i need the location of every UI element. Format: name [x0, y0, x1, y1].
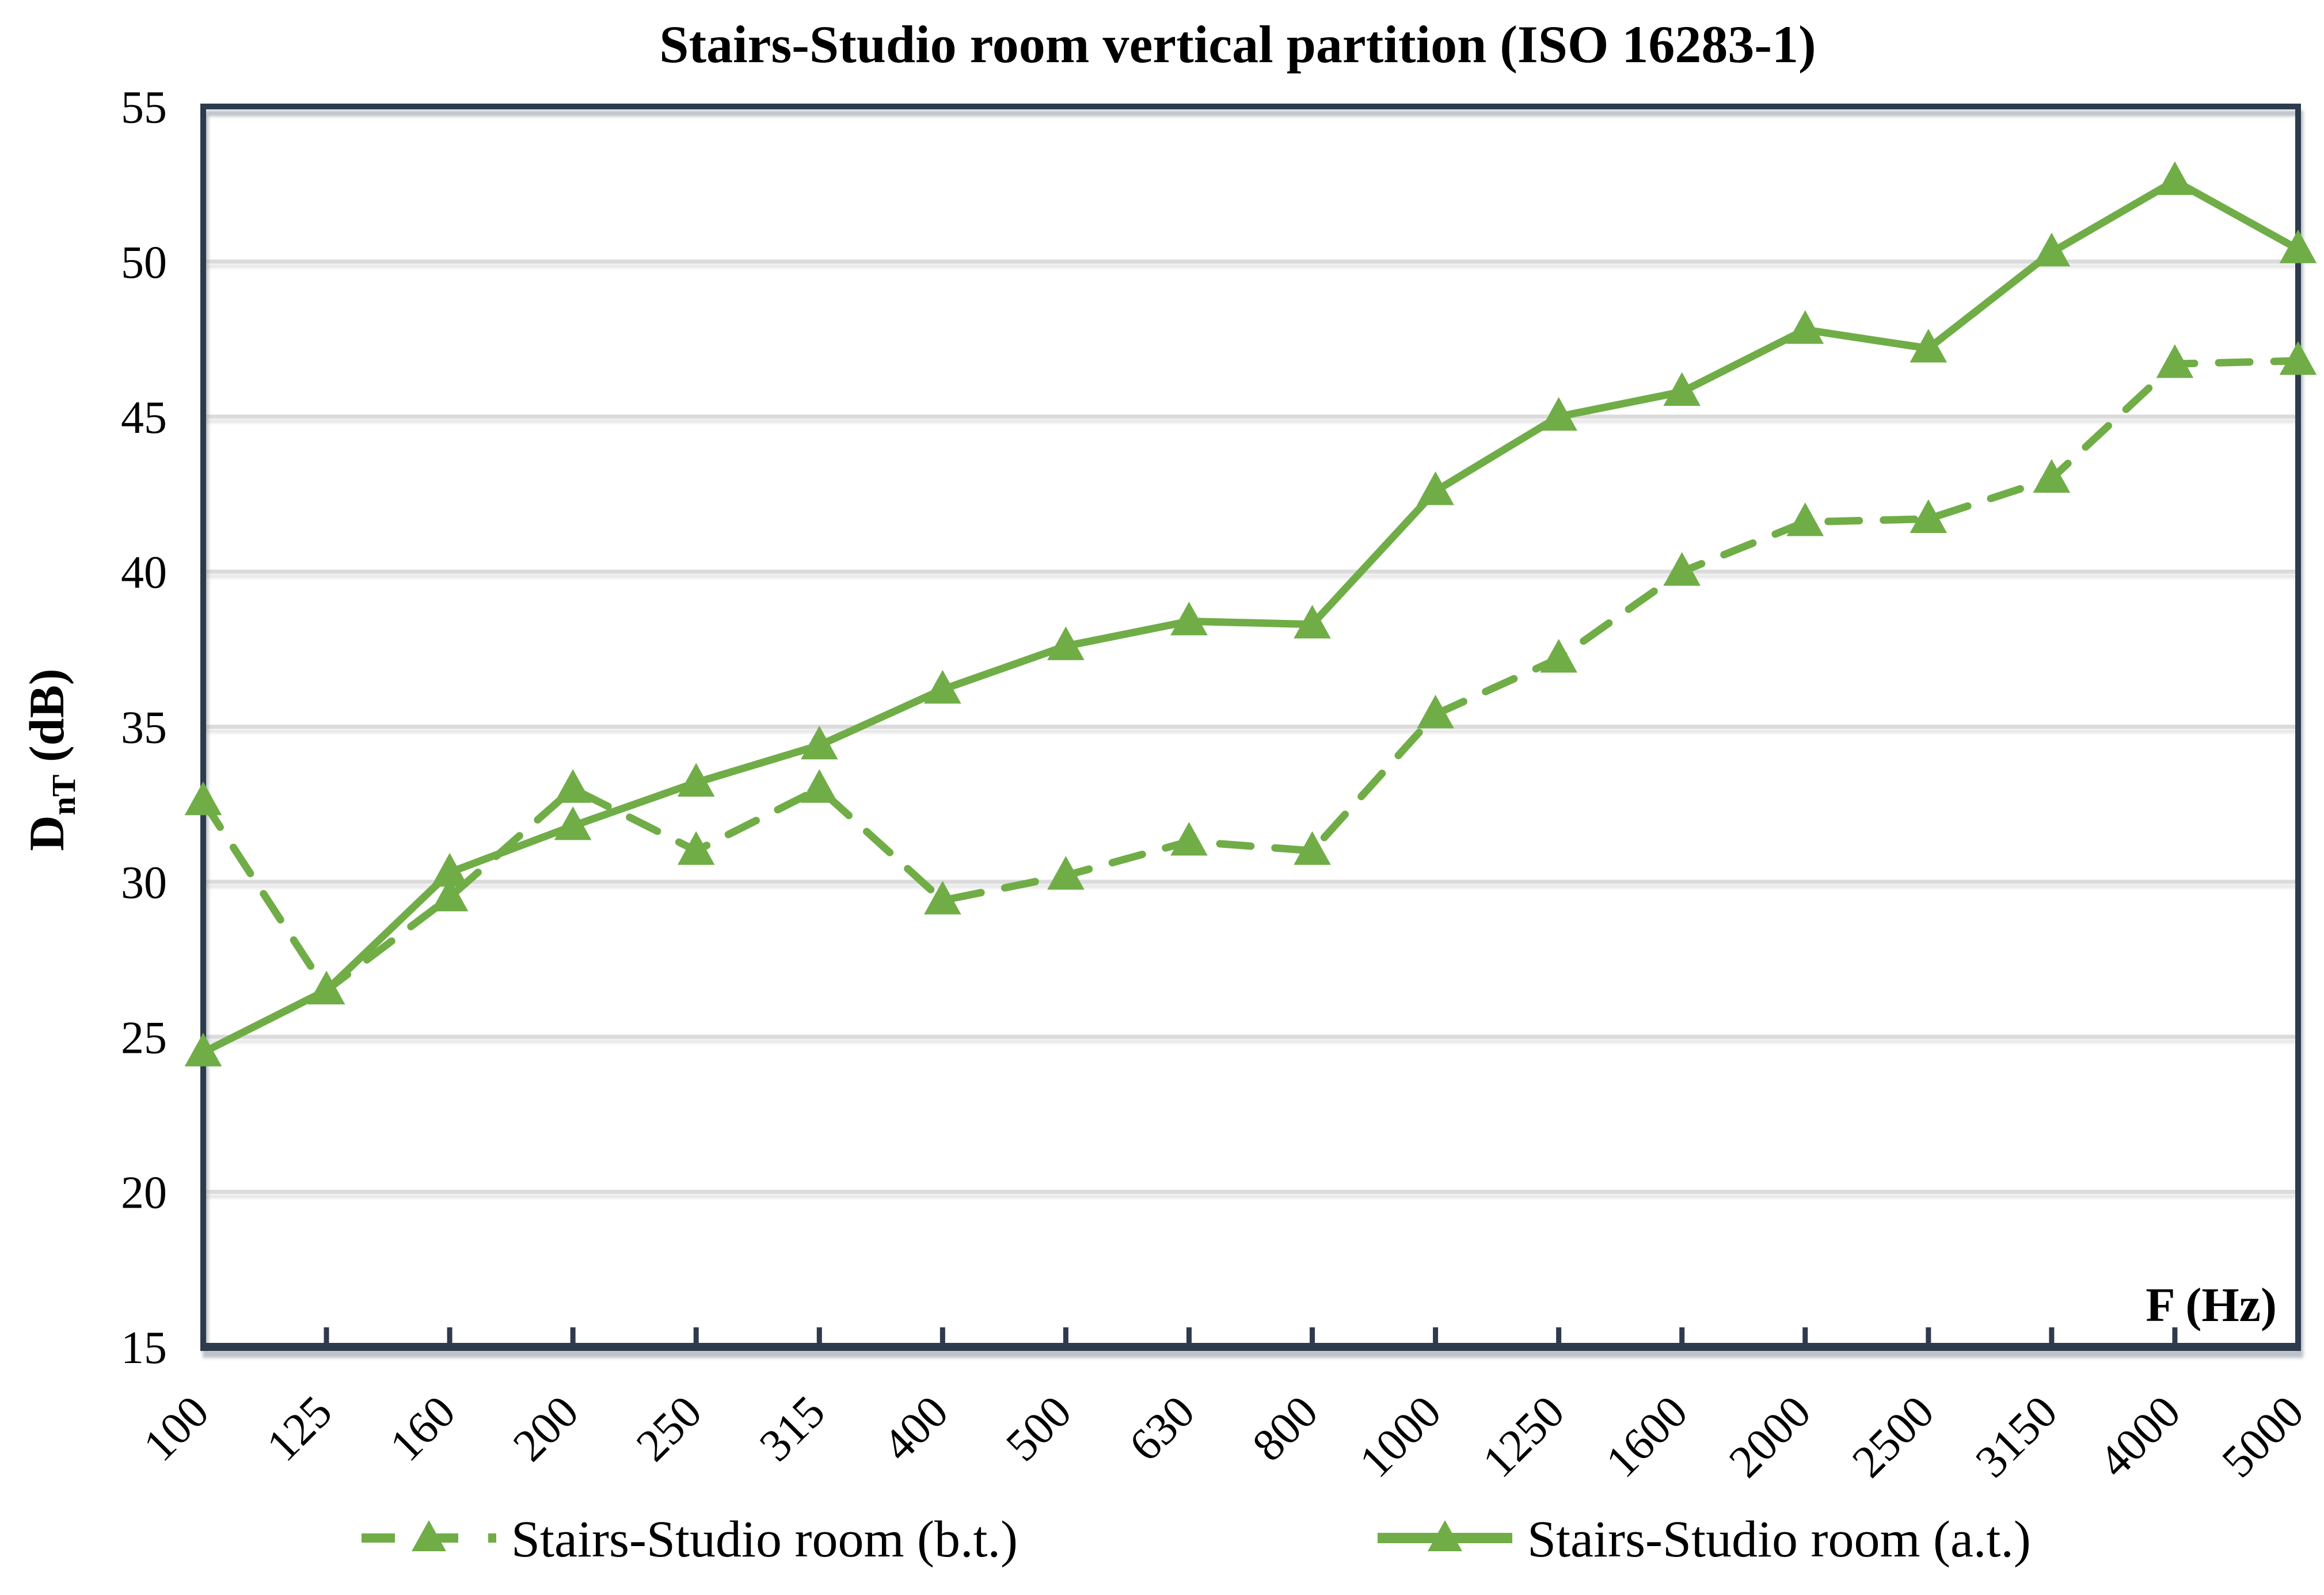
data-point-marker [184, 781, 222, 816]
legend-label-bt: Stairs-Studio room (b.t.) [511, 1511, 1018, 1568]
legend: Stairs-Studio room (b.t.) Stairs-Studio … [362, 1511, 2031, 1568]
data-point-marker [2279, 229, 2317, 264]
data-point-marker [2156, 344, 2194, 378]
data-point-marker [1294, 831, 1331, 865]
series-line [199, 177, 2302, 1056]
y-tick-label: 30 [121, 858, 167, 908]
series-line [199, 357, 2302, 994]
data-point-marker [800, 725, 838, 760]
legend-item-bt: Stairs-Studio room (b.t.) [362, 1511, 1018, 1568]
data-point-marker [1663, 372, 1701, 406]
data-point-marker [1417, 471, 1454, 505]
data-point-marker [677, 763, 715, 797]
plot-frame [200, 104, 2301, 1351]
chart-title: Stairs-Studio room vertical partition (I… [659, 15, 1816, 74]
legend-item-at: Stairs-Studio room (a.t.) [1378, 1511, 2031, 1568]
data-point-marker [1047, 626, 1085, 660]
legend-triangle-marker-icon [1428, 1520, 1462, 1551]
data-point-marker [1294, 604, 1331, 639]
y-tick-label: 15 [121, 1323, 167, 1373]
data-point-marker [431, 877, 469, 912]
data-point-marker [307, 970, 345, 1004]
data-point-marker [1786, 310, 1824, 344]
y-tick-label: 20 [121, 1168, 167, 1219]
data-point-marker [1910, 499, 1948, 534]
data-point-marker [2156, 161, 2194, 195]
data-point-marker [554, 769, 592, 803]
data-point-marker [1170, 821, 1208, 856]
data-point-marker [184, 1033, 222, 1067]
y-tick-label: 25 [121, 1012, 167, 1063]
legend-label-at: Stairs-Studio room (a.t.) [1527, 1511, 2031, 1568]
data-point-marker [431, 852, 469, 887]
y-tick-label: 35 [121, 703, 167, 753]
gridlines [203, 259, 2298, 1194]
data-point-marker [1417, 694, 1454, 729]
data-point-marker [1786, 502, 1824, 536]
y-tick-label: 50 [121, 237, 167, 288]
y-tick-labels: 15 20 25 30 35 40 45 50 55 [121, 82, 167, 1373]
data-point-marker [554, 806, 592, 840]
y-axis-label: DnT (dB) [19, 668, 82, 851]
data-point-marker [1910, 329, 1948, 363]
data-point-marker [924, 881, 961, 915]
data-point-marker [2033, 459, 2071, 493]
data-point-marker [1663, 552, 1701, 586]
data-point-marker [924, 669, 961, 704]
legend-triangle-marker-icon [412, 1520, 446, 1551]
y-tick-label: 45 [121, 393, 167, 443]
data-point-marker [1047, 856, 1085, 890]
series-at-solid-line [184, 161, 2317, 1067]
data-point-marker [1540, 638, 1577, 673]
data-point-marker [1540, 397, 1577, 431]
y-tick-label: 55 [121, 82, 167, 133]
data-point-marker [677, 831, 715, 865]
x-axis-label: F (Hz) [2146, 1278, 2277, 1332]
data-point-marker [2279, 341, 2317, 375]
data-point-marker [1170, 602, 1208, 635]
data-point-marker [2033, 233, 2071, 267]
data-point-marker [800, 769, 838, 803]
x-axis-ticks [200, 1327, 2301, 1344]
y-tick-label: 40 [121, 547, 167, 598]
